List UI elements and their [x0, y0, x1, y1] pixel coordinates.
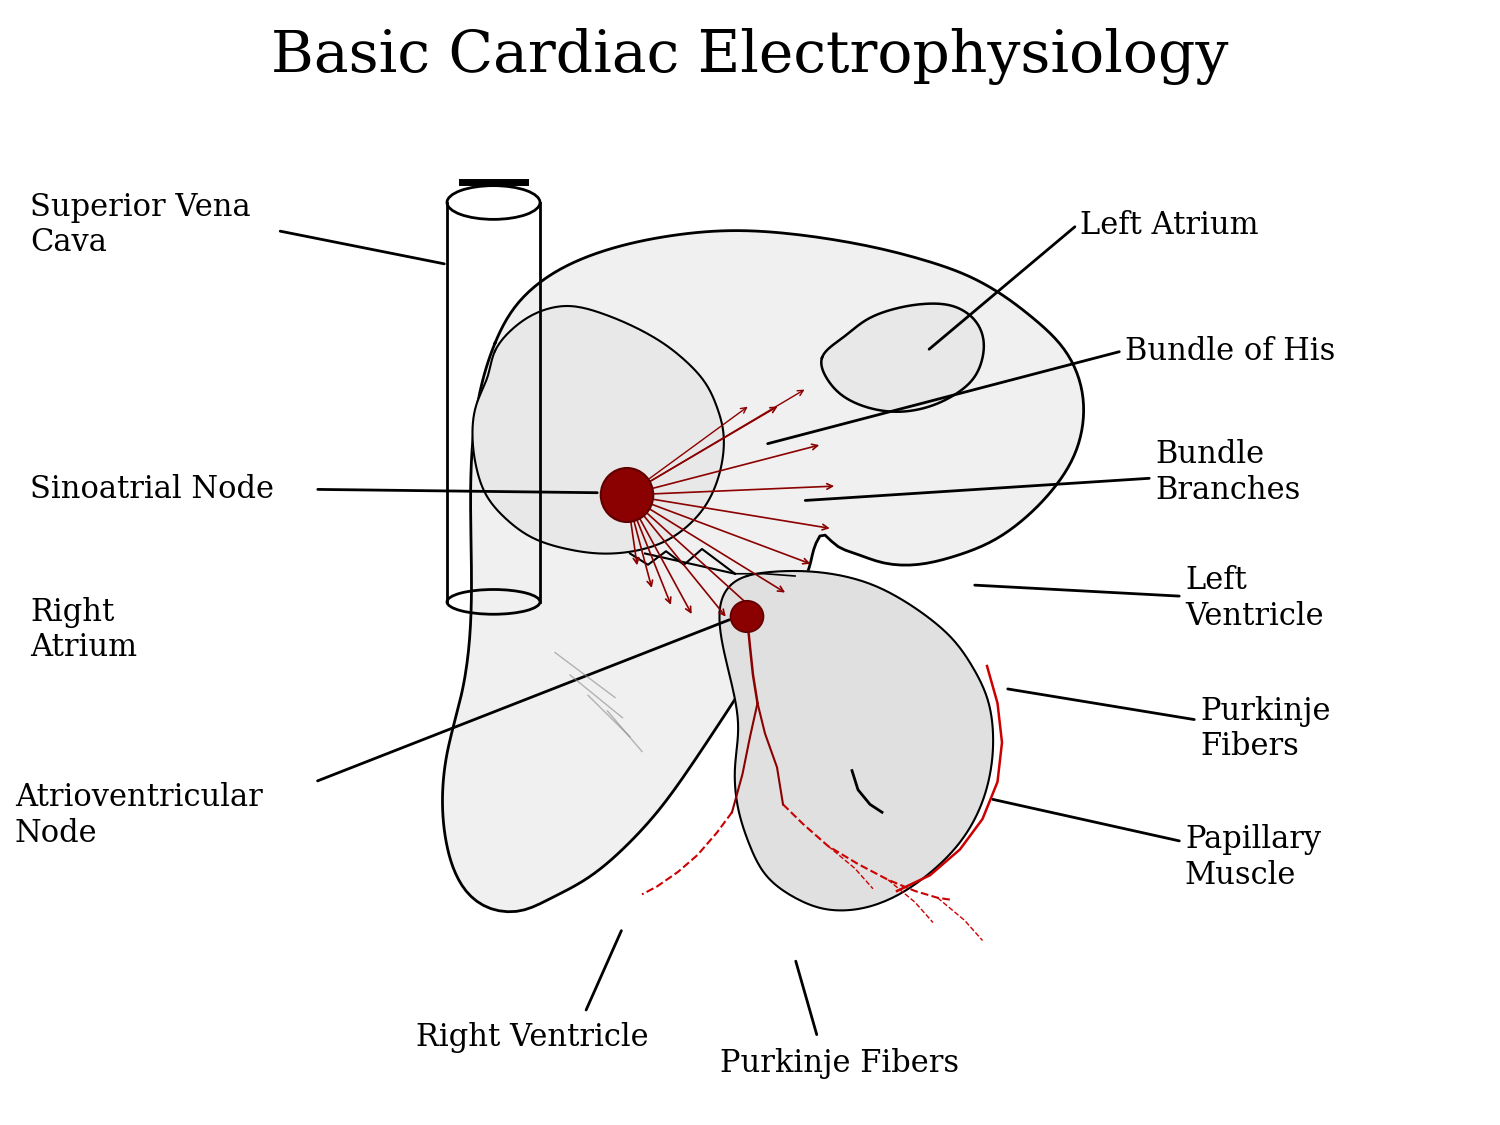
Text: Basic Cardiac Electrophysiology: Basic Cardiac Electrophysiology	[272, 28, 1228, 86]
Text: Left Atrium: Left Atrium	[1080, 209, 1258, 241]
Text: Bundle of His: Bundle of His	[1125, 335, 1335, 367]
Polygon shape	[472, 306, 724, 554]
Text: Superior Vena
Cava: Superior Vena Cava	[30, 191, 251, 259]
Text: Purkinje
Fibers: Purkinje Fibers	[1200, 695, 1330, 763]
Text: Sinoatrial Node: Sinoatrial Node	[30, 474, 274, 505]
Text: Atrioventricular
Node: Atrioventricular Node	[15, 782, 262, 849]
Polygon shape	[720, 572, 993, 910]
Polygon shape	[822, 304, 984, 412]
Polygon shape	[442, 231, 1083, 911]
Text: Left
Ventricle: Left Ventricle	[1185, 565, 1323, 632]
Text: Right Ventricle: Right Ventricle	[416, 1022, 650, 1053]
Text: Bundle
Branches: Bundle Branches	[1155, 439, 1300, 506]
Text: Papillary
Muscle: Papillary Muscle	[1185, 824, 1322, 891]
Ellipse shape	[600, 468, 654, 522]
Ellipse shape	[730, 601, 764, 632]
Text: Right
Atrium: Right Atrium	[30, 596, 136, 664]
Text: Purkinje Fibers: Purkinje Fibers	[720, 1047, 960, 1079]
